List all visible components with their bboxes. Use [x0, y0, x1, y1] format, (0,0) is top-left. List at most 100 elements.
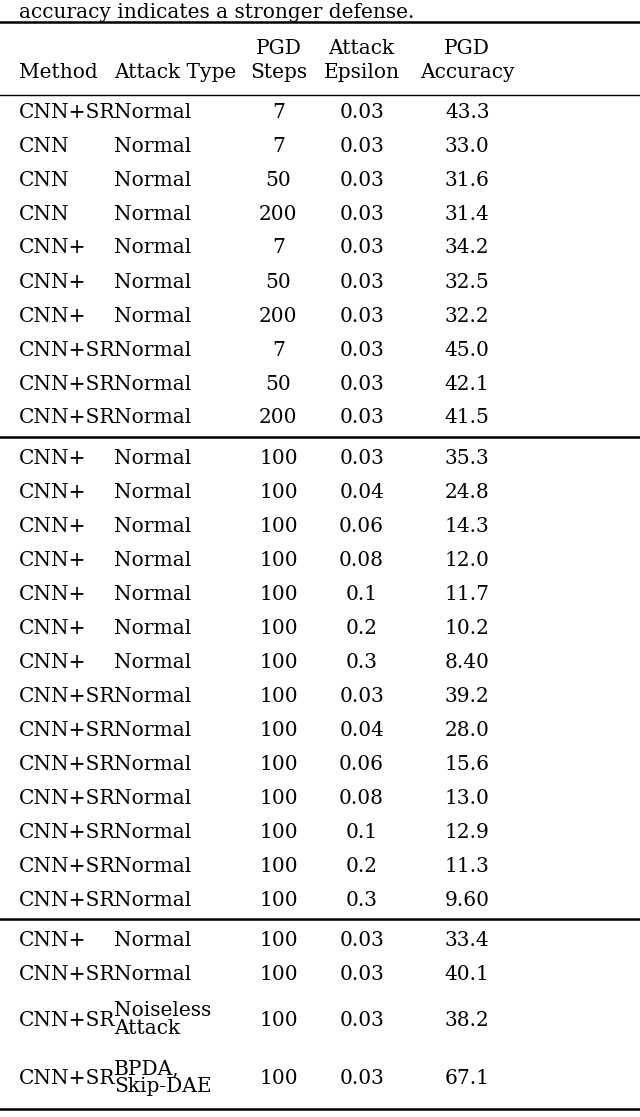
Text: CNN: CNN [19, 136, 70, 155]
Text: Normal: Normal [114, 652, 191, 671]
Text: CNN+SR: CNN+SR [19, 409, 116, 428]
Text: CNN+SR: CNN+SR [19, 1069, 116, 1088]
Text: 0.03: 0.03 [339, 204, 384, 223]
Text: Steps: Steps [250, 63, 307, 82]
Text: 15.6: 15.6 [445, 754, 490, 773]
Text: 0.03: 0.03 [339, 341, 384, 360]
Text: 31.4: 31.4 [445, 204, 490, 223]
Text: Normal: Normal [114, 930, 191, 949]
Text: Epsilon: Epsilon [324, 63, 399, 82]
Text: 9.60: 9.60 [445, 890, 490, 909]
Text: Normal: Normal [114, 136, 191, 155]
Text: CNN+SR: CNN+SR [19, 720, 116, 739]
Text: 11.3: 11.3 [445, 857, 490, 876]
Text: 100: 100 [259, 930, 298, 949]
Text: 100: 100 [259, 1069, 298, 1088]
Text: 7: 7 [272, 341, 285, 360]
Text: 43.3: 43.3 [445, 103, 490, 122]
Text: 0.06: 0.06 [339, 754, 384, 773]
Text: 45.0: 45.0 [445, 341, 490, 360]
Text: 32.5: 32.5 [445, 273, 490, 292]
Text: 50: 50 [266, 171, 291, 190]
Text: PGD: PGD [255, 38, 301, 57]
Text: 0.03: 0.03 [339, 409, 384, 428]
Text: Normal: Normal [114, 409, 191, 428]
Text: 42.1: 42.1 [445, 374, 490, 393]
Text: CNN+SR: CNN+SR [19, 374, 116, 393]
Text: Attack: Attack [114, 1020, 180, 1039]
Text: 0.03: 0.03 [339, 136, 384, 155]
Text: 0.03: 0.03 [339, 1011, 384, 1030]
Text: CNN: CNN [19, 171, 70, 190]
Text: Noiseless: Noiseless [114, 1002, 211, 1021]
Text: 11.7: 11.7 [445, 584, 490, 603]
Text: 67.1: 67.1 [445, 1069, 490, 1088]
Text: 0.03: 0.03 [339, 306, 384, 325]
Text: 0.03: 0.03 [339, 930, 384, 949]
Text: 0.1: 0.1 [346, 822, 378, 841]
Text: 100: 100 [259, 857, 298, 876]
Text: Normal: Normal [114, 374, 191, 393]
Text: Attack Type: Attack Type [114, 63, 236, 82]
Text: 100: 100 [259, 754, 298, 773]
Text: 100: 100 [259, 1011, 298, 1030]
Text: CNN+SR: CNN+SR [19, 857, 116, 876]
Text: CNN+: CNN+ [19, 551, 86, 570]
Text: BPDA,: BPDA, [114, 1060, 180, 1079]
Text: 100: 100 [259, 516, 298, 535]
Text: Normal: Normal [114, 857, 191, 876]
Text: 0.03: 0.03 [339, 103, 384, 122]
Text: 28.0: 28.0 [445, 720, 490, 739]
Text: Normal: Normal [114, 306, 191, 325]
Text: 10.2: 10.2 [445, 619, 490, 638]
Text: CNN+SR: CNN+SR [19, 103, 116, 122]
Text: CNN+: CNN+ [19, 930, 86, 949]
Text: 39.2: 39.2 [445, 687, 490, 706]
Text: 7: 7 [272, 103, 285, 122]
Text: CNN+: CNN+ [19, 584, 86, 603]
Text: 50: 50 [266, 273, 291, 292]
Text: Normal: Normal [114, 483, 191, 502]
Text: 100: 100 [259, 789, 298, 808]
Text: 200: 200 [259, 204, 298, 223]
Text: 100: 100 [259, 551, 298, 570]
Text: 100: 100 [259, 687, 298, 706]
Text: 100: 100 [259, 720, 298, 739]
Text: Normal: Normal [114, 204, 191, 223]
Text: Normal: Normal [114, 687, 191, 706]
Text: 32.2: 32.2 [445, 306, 490, 325]
Text: 12.9: 12.9 [445, 822, 490, 841]
Text: CNN+SR: CNN+SR [19, 1011, 116, 1030]
Text: 24.8: 24.8 [445, 483, 490, 502]
Text: 100: 100 [259, 619, 298, 638]
Text: CNN: CNN [19, 204, 70, 223]
Text: 0.04: 0.04 [339, 720, 384, 739]
Text: 12.0: 12.0 [445, 551, 490, 570]
Text: Normal: Normal [114, 551, 191, 570]
Text: Normal: Normal [114, 239, 191, 258]
Text: Normal: Normal [114, 273, 191, 292]
Text: Normal: Normal [114, 103, 191, 122]
Text: Normal: Normal [114, 754, 191, 773]
Text: Skip-DAE: Skip-DAE [114, 1078, 212, 1097]
Text: Normal: Normal [114, 516, 191, 535]
Text: 0.03: 0.03 [339, 273, 384, 292]
Text: 0.03: 0.03 [339, 449, 384, 468]
Text: 13.0: 13.0 [445, 789, 490, 808]
Text: 38.2: 38.2 [445, 1011, 490, 1030]
Text: Method: Method [19, 63, 98, 82]
Text: 0.08: 0.08 [339, 551, 384, 570]
Text: CNN+: CNN+ [19, 306, 86, 325]
Text: Normal: Normal [114, 890, 191, 909]
Text: 100: 100 [259, 822, 298, 841]
Text: CNN+SR: CNN+SR [19, 754, 116, 773]
Text: 34.2: 34.2 [445, 239, 490, 258]
Text: 200: 200 [259, 306, 298, 325]
Text: 33.0: 33.0 [445, 136, 490, 155]
Text: 0.08: 0.08 [339, 789, 384, 808]
Text: 0.3: 0.3 [346, 652, 378, 671]
Text: PGD: PGD [444, 38, 490, 57]
Text: CNN+SR: CNN+SR [19, 822, 116, 841]
Text: CNN+: CNN+ [19, 273, 86, 292]
Text: 0.04: 0.04 [339, 483, 384, 502]
